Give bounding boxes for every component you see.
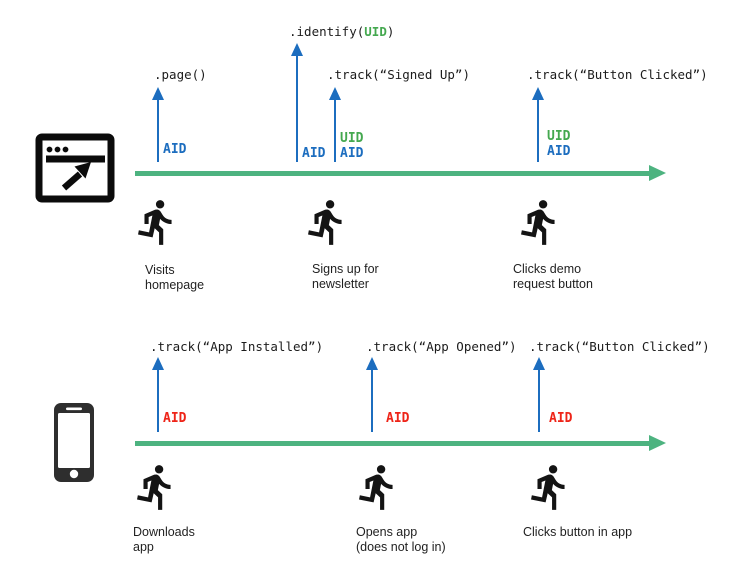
web-event-click-aid-label: AID: [547, 144, 571, 159]
mobile-actor1-person-icon: [131, 462, 181, 512]
browser-window-icon: [35, 133, 115, 203]
web-event-click-uid-label: UID: [547, 129, 571, 144]
mobile-event-open-code: .track(“App Opened”): [366, 339, 517, 354]
mobile-event-install-arrow-icon: [152, 357, 164, 432]
web-event-signup-uid-label: UID: [340, 131, 364, 146]
mobile-event-click-arrow-icon: [533, 357, 545, 432]
web-actor3-person-icon: [515, 197, 565, 247]
web-actor2-person-icon: [302, 197, 352, 247]
mobile-event-open-aid-label: AID: [386, 411, 410, 426]
web-event-identify-arrow-icon: [291, 43, 303, 162]
web-event-page-arrow-icon: [152, 87, 164, 162]
web-event-signup-aid-label: AID: [340, 146, 364, 161]
web-timeline-arrowhead-icon: [649, 165, 666, 181]
mobile-timeline-arrow: [135, 435, 666, 452]
mobile-actor2-label: Opens app (does not log in): [356, 525, 446, 554]
web-actor3-label: Clicks demo request button: [513, 262, 593, 291]
mobile-event-open-arrow-icon: [366, 357, 378, 432]
mobile-timeline-arrowhead-icon: [649, 435, 666, 451]
smartphone-icon: [53, 402, 95, 483]
identify-code-uid-arg: UID: [364, 24, 387, 39]
web-actor2-label: Signs up for newsletter: [312, 262, 379, 291]
mobile-event-click-aid-label: AID: [549, 411, 573, 426]
web-event-signup-arrow-icon: [329, 87, 341, 162]
mobile-timeline-line: [135, 441, 651, 446]
web-actor1-person-icon: [132, 197, 182, 247]
web-event-identify-code: .identify(UID): [289, 25, 394, 39]
web-timeline-line: [135, 171, 651, 176]
web-event-signup-code: .track(“Signed Up”): [327, 67, 470, 82]
web-event-page-code: .page(): [154, 67, 207, 82]
web-event-click-code: .track(“Button Clicked”): [527, 67, 708, 82]
mobile-event-install-aid-label: AID: [163, 411, 187, 426]
mobile-actor2-person-icon: [353, 462, 403, 512]
mobile-actor3-label: Clicks button in app: [523, 525, 633, 539]
mobile-actor1-label: Downloads app: [133, 525, 195, 554]
web-event-identify-aid-label: AID: [302, 146, 326, 161]
mobile-event-click-code: .track(“Button Clicked”): [529, 339, 710, 354]
mobile-actor3-person-icon: [525, 462, 575, 512]
web-actor1-label: Visits homepage: [145, 263, 205, 292]
identify-code-post: ): [386, 24, 395, 39]
web-event-page-aid-label: AID: [163, 142, 187, 157]
web-event-click-arrow-icon: [532, 87, 544, 162]
identify-code-pre: .identify(: [289, 24, 365, 39]
mobile-event-install-code: .track(“App Installed”): [150, 339, 324, 354]
web-timeline-arrow: [135, 165, 666, 182]
